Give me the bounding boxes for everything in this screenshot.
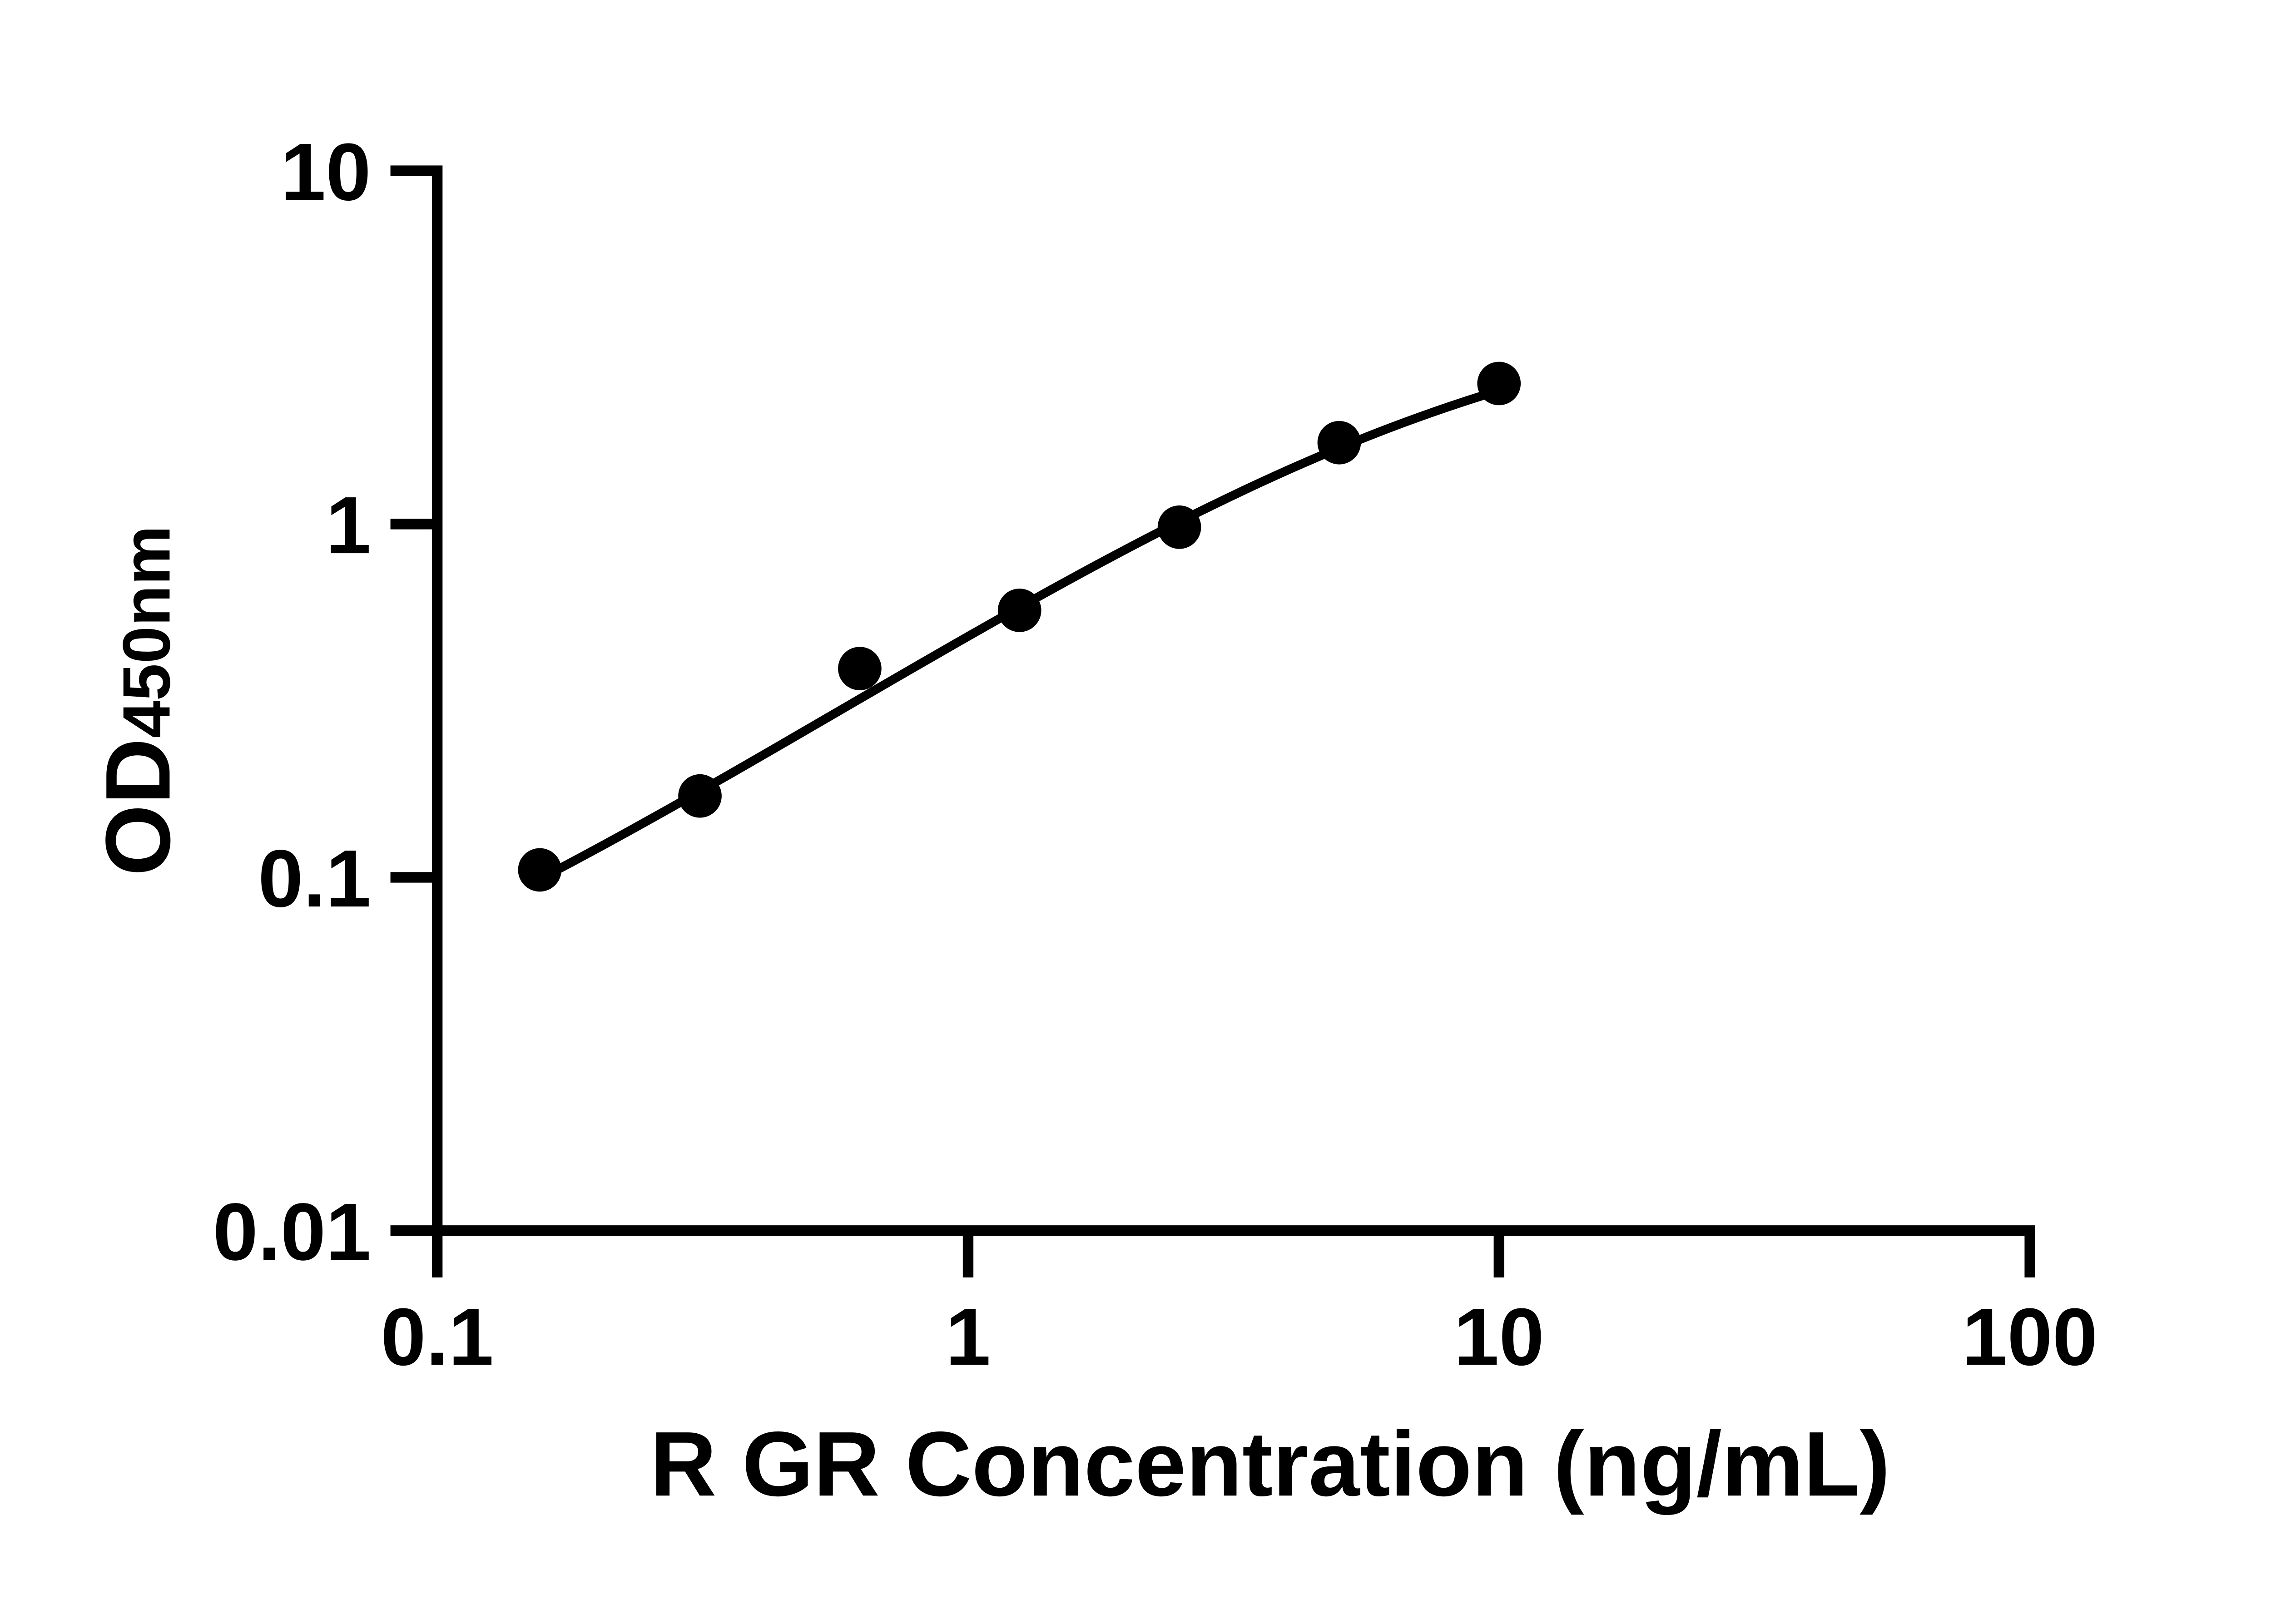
data-point (1477, 361, 1521, 406)
data-point (1157, 505, 1201, 549)
data-point (678, 774, 722, 818)
x-tick-label: 100 (1962, 1291, 2098, 1382)
y-tick-label: 1 (326, 480, 371, 570)
x-tick-label: 1 (946, 1291, 991, 1382)
y-tick-label: 10 (281, 126, 371, 217)
data-group (518, 361, 1521, 892)
y-axis-title: OD450nm (86, 525, 189, 876)
x-tick-label: 10 (1454, 1291, 1544, 1382)
data-point (997, 589, 1041, 632)
y-tick-label: 0.01 (213, 1186, 371, 1277)
x-axis-title: R GR Concentration (ng/mL) (650, 1412, 1890, 1515)
data-point (518, 848, 562, 892)
data-point (1317, 421, 1361, 465)
x-tick-label: 0.1 (381, 1291, 494, 1382)
y-axis-title-subscript: 450nm (109, 525, 184, 738)
y-axis-title-main: OD (86, 738, 189, 876)
y-tick-label: 0.1 (258, 833, 371, 924)
data-point (838, 647, 882, 690)
